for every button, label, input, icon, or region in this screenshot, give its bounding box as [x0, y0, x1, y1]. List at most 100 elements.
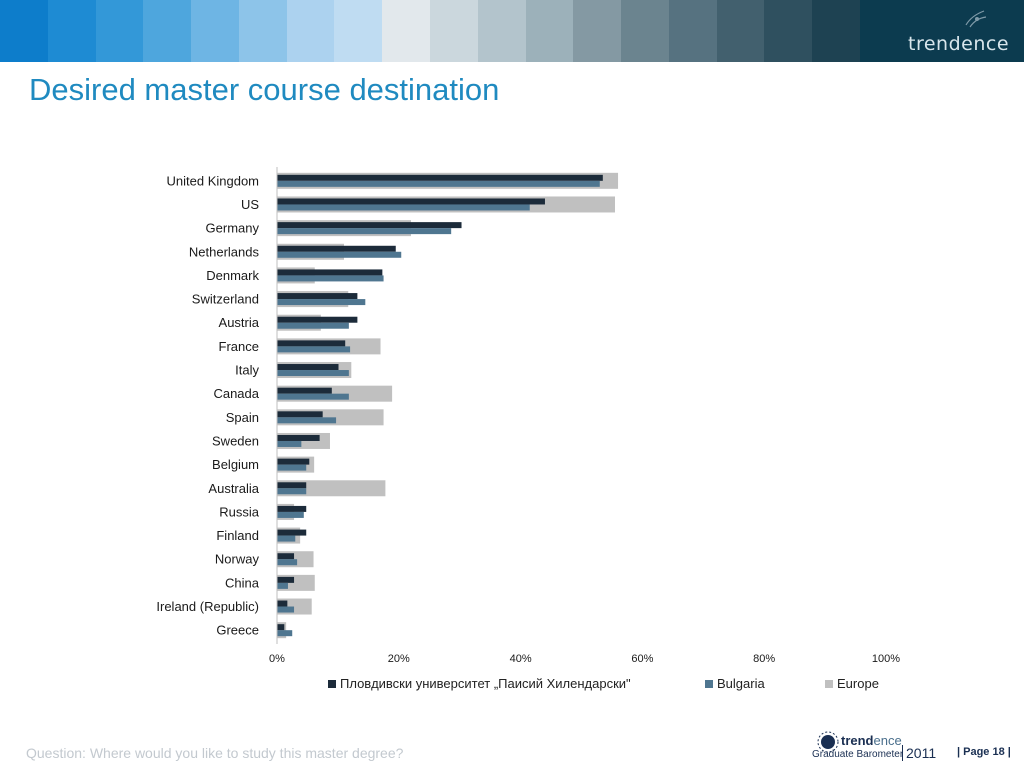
bar-bulgaria	[277, 180, 600, 187]
footer-year: 2011	[902, 745, 936, 761]
header-stripe-swatch	[95, 0, 144, 62]
category-label: Spain	[226, 410, 259, 425]
bar-bulgaria	[277, 370, 349, 377]
category-label: Italy	[235, 363, 259, 378]
bar-plovdiv-university	[277, 222, 462, 229]
category-label: Germany	[206, 221, 260, 236]
x-tick-label: 0%	[269, 653, 285, 665]
x-tick-label: 80%	[753, 653, 775, 665]
category-label: US	[241, 197, 259, 212]
legend-item: Europe	[825, 676, 879, 691]
x-tick-label: 20%	[388, 653, 410, 665]
legend-swatch	[328, 679, 336, 688]
x-tick-label: 40%	[510, 653, 532, 665]
category-label: Switzerland	[192, 292, 259, 307]
bar-plovdiv-university	[277, 434, 320, 441]
bar-plovdiv-university	[277, 387, 332, 394]
bar-bulgaria	[277, 204, 530, 211]
bar-plovdiv-university	[277, 174, 603, 181]
header-stripe-swatch	[334, 0, 383, 62]
header-stripe-swatch	[525, 0, 574, 62]
bar-bulgaria	[277, 488, 307, 495]
bar-plovdiv-university	[277, 624, 285, 631]
header-stripe-swatch	[191, 0, 240, 62]
header-stripe-swatch	[477, 0, 527, 62]
bar-plovdiv-university	[277, 411, 323, 418]
category-label: Russia	[219, 504, 260, 519]
legend-swatch	[825, 679, 833, 688]
category-label: Finland	[216, 528, 259, 543]
bar-bulgaria	[277, 275, 384, 282]
legend-label: Europe	[837, 676, 879, 691]
header-stripe-swatch	[47, 0, 97, 62]
footer-logo: trendence Graduate Barometer 2011	[812, 728, 937, 764]
bar-chart: United Kingdom US Germany Netherlands Denmar…	[156, 167, 900, 665]
brand-box	[860, 0, 1024, 62]
header-stripe-swatch	[143, 0, 192, 62]
legend-item: Bulgaria	[705, 676, 765, 691]
bar-bulgaria	[277, 251, 402, 258]
bar-plovdiv-university	[277, 600, 288, 607]
bar-plovdiv-university	[277, 245, 396, 252]
category-label: China	[225, 575, 260, 590]
bar-plovdiv-university	[277, 553, 295, 560]
x-tick-label: 100%	[872, 653, 900, 665]
legend-swatch	[705, 679, 713, 688]
bar-bulgaria	[277, 582, 288, 589]
bar-bulgaria	[277, 299, 366, 306]
bar-plovdiv-university	[277, 198, 545, 205]
header-stripe-swatch	[812, 0, 861, 62]
page-number: | Page 18 |	[957, 746, 1011, 758]
bar-bulgaria	[277, 630, 293, 637]
category-label: Netherlands	[189, 244, 260, 259]
bar-plovdiv-university	[277, 529, 307, 536]
bar-plovdiv-university	[277, 316, 358, 323]
bar-plovdiv-university	[277, 505, 307, 512]
bar-bulgaria	[277, 440, 302, 447]
bar-plovdiv-university	[277, 293, 358, 300]
bar-bulgaria	[277, 535, 296, 542]
bar-bulgaria	[277, 606, 295, 613]
bar-bulgaria	[277, 393, 349, 400]
header-stripe-swatch	[238, 0, 288, 62]
category-label: Norway	[215, 552, 260, 567]
header-stripe-swatch	[764, 0, 813, 62]
legend-item: Пловдивски университет „Паисий Хилендарс…	[328, 676, 631, 691]
brand-logo-text: trendence	[908, 33, 1010, 55]
bar-plovdiv-university	[277, 482, 307, 489]
category-label: Denmark	[206, 268, 259, 283]
header-stripe-swatch	[0, 0, 49, 62]
bar-plovdiv-university	[277, 340, 346, 347]
header-stripe-swatch	[430, 0, 479, 62]
header-stripe-swatch	[286, 0, 335, 62]
bar-bulgaria	[277, 464, 307, 471]
legend-label: Bulgaria	[717, 676, 765, 691]
category-label: Austria	[219, 315, 260, 330]
bar-bulgaria	[277, 322, 349, 329]
header-stripe-swatch	[382, 0, 431, 62]
category-label: Ireland (Republic)	[156, 599, 259, 614]
header-stripe-swatch	[716, 0, 765, 62]
legend-label: Пловдивски университет „Паисий Хилендарс…	[340, 676, 631, 691]
bar-plovdiv-university	[277, 458, 310, 465]
bar-plovdiv-university	[277, 576, 295, 583]
header-color-stripe	[0, 0, 1024, 62]
footer-brand-bold: trend	[841, 733, 874, 748]
bar-bulgaria	[277, 559, 298, 566]
chart-legend: Пловдивски университет „Паисий Хилендарс…	[0, 676, 1024, 696]
brand-emblem-icon	[965, 10, 987, 28]
bar-bulgaria	[277, 346, 351, 353]
survey-question: Question: Where would you like to study …	[26, 745, 404, 761]
category-label: Sweden	[212, 433, 259, 448]
bar-bulgaria	[277, 417, 337, 424]
header-stripe-swatch	[621, 0, 670, 62]
bar-bulgaria	[277, 228, 452, 235]
footer-subtitle: Graduate Barometer	[812, 749, 904, 760]
x-tick-label: 60%	[631, 653, 653, 665]
category-label: France	[219, 339, 259, 354]
bar-plovdiv-university	[277, 364, 339, 371]
category-label: Australia	[208, 481, 259, 496]
category-label: Canada	[213, 386, 259, 401]
category-label: Greece	[216, 623, 259, 638]
globe-emblem-icon	[817, 731, 839, 753]
